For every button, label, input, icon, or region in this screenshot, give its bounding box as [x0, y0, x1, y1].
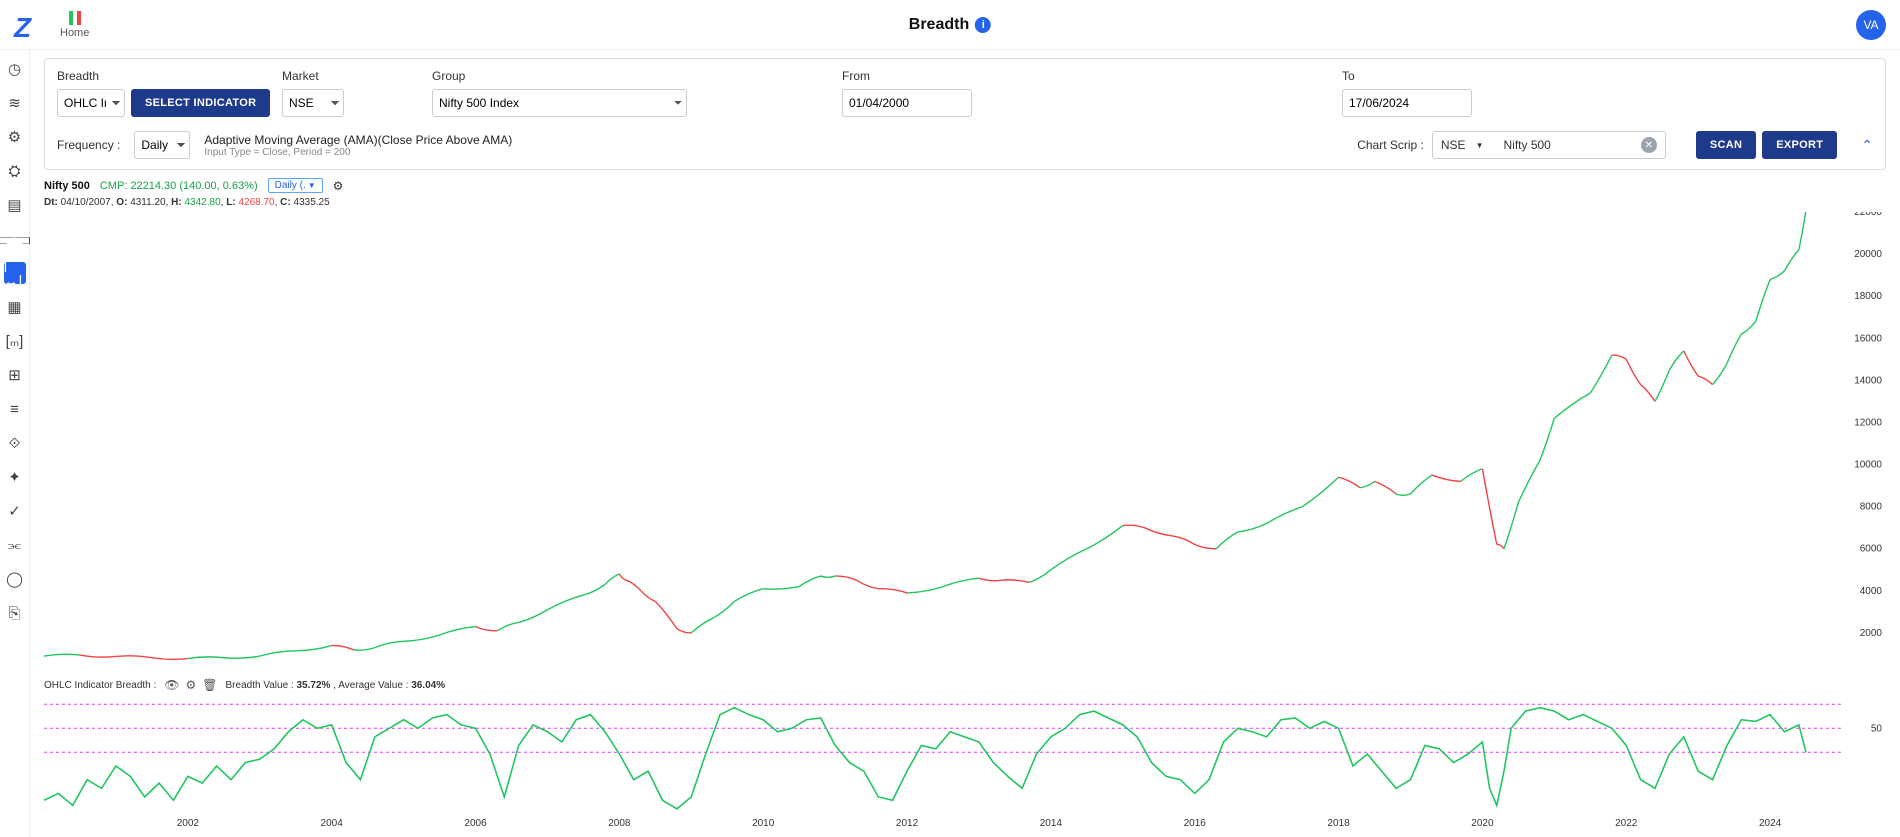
chart-area: Nifty 500 CMP: 22214.30 (140.00, 0.63%) …	[44, 176, 1886, 837]
info-icon[interactable]: i	[975, 17, 991, 33]
group-select[interactable]: Nifty 500 Index	[432, 89, 687, 117]
market-select[interactable]: NSE	[282, 89, 344, 117]
breadth-label: OHLC Indicator Breadth :	[44, 680, 156, 691]
chart-cmp: CMP: 22214.30 (140.00, 0.63%)	[100, 180, 258, 192]
x-tick: 2022	[1615, 818, 1637, 829]
svg-text:4000: 4000	[1860, 586, 1883, 597]
home-nav[interactable]: Home	[60, 11, 89, 39]
ohlc-readout: Dt: 04/10/2007, O: 4311.20, H: 4342.80, …	[44, 195, 1886, 212]
x-tick: 2014	[1040, 818, 1062, 829]
scrip-name: Nifty 500	[1504, 138, 1551, 152]
x-tick: 2002	[177, 818, 199, 829]
app-logo: Z	[14, 12, 40, 38]
chart-title: Nifty 500	[44, 180, 90, 192]
svg-text:8000: 8000	[1860, 502, 1883, 513]
avatar[interactable]: VA	[1856, 10, 1886, 40]
chart-scrip-input[interactable]: NSE ▼ Nifty 500 ✕	[1432, 131, 1666, 159]
sb-mbracket-icon[interactable]: [ₘ]	[4, 330, 26, 352]
chevron-down-icon: ▼	[1476, 141, 1484, 150]
freq-pill[interactable]: Daily (.▼	[268, 178, 323, 193]
breadth-chart-header: OHLC Indicator Breadth : 👁 ⚙ 🗑 Breadth V…	[44, 676, 1886, 694]
x-axis: 2002 2004 2006 2008 2010 2012 2014 2016 2018 2020…	[44, 814, 1886, 837]
svg-text:20000: 20000	[1854, 249, 1882, 260]
x-tick: 2024	[1759, 818, 1781, 829]
trash-icon[interactable]: 🗑	[202, 678, 217, 692]
sb-page-icon[interactable]: ⎘	[4, 602, 26, 624]
price-chart-header: Nifty 500 CMP: 22214.30 (140.00, 0.63%) …	[44, 176, 1886, 195]
sb-clipboard-icon[interactable]: ▤	[4, 194, 26, 216]
sb-clock-icon[interactable]: ◷	[4, 58, 26, 80]
gear-icon[interactable]: ⚙	[186, 678, 197, 692]
svg-text:2000: 2000	[1860, 628, 1883, 639]
svg-text:16000: 16000	[1854, 333, 1882, 344]
x-tick: 2010	[752, 818, 774, 829]
x-tick: 2020	[1471, 818, 1493, 829]
label-market: Market	[282, 69, 432, 83]
chart-settings-icon[interactable]: ⚙	[333, 179, 344, 193]
x-tick: 2016	[1184, 818, 1206, 829]
svg-text:12000: 12000	[1854, 417, 1882, 428]
ama-title: Adaptive Moving Average (AMA)(Close Pric…	[204, 133, 512, 147]
filter-row-2: Frequency : Daily Adaptive Moving Averag…	[45, 123, 1885, 169]
x-tick: 2012	[896, 818, 918, 829]
breadth-select[interactable]: OHLC Indic	[57, 89, 125, 117]
scrip-market: NSE	[1441, 138, 1466, 152]
collapse-filters-icon[interactable]: ⌃	[1861, 137, 1873, 154]
sb-stack-icon[interactable]: ≡	[4, 398, 26, 420]
sidebar: ◷ ≋ ⚙ ⛭ ▤ ⫍⫎ |↔| ▦ [ₘ] ⊞ ≡ ⟐ ✦ ✓ ⫘ ◯ ⎘	[0, 50, 30, 837]
label-from: From	[842, 69, 1342, 83]
scan-button[interactable]: SCAN	[1696, 131, 1756, 159]
svg-text:6000: 6000	[1860, 544, 1883, 555]
frequency-select[interactable]: Daily	[134, 131, 190, 159]
label-breadth: Breadth	[57, 69, 282, 83]
main-area: Breadth OHLC Indic SELECT INDICATOR Mark…	[30, 50, 1900, 837]
eye-icon[interactable]: 👁	[164, 678, 179, 692]
breadth-values: Breadth Value : 35.72% , Average Value :…	[226, 680, 446, 691]
sb-check-icon[interactable]: ✓	[4, 500, 26, 522]
sb-chart-icon[interactable]: ≋	[4, 92, 26, 114]
to-date-input[interactable]	[1342, 89, 1472, 117]
price-chart[interactable]: 2000 4000 6000 8000 10000 12000 14000 16000 1800…	[44, 212, 1886, 676]
svg-text:50: 50	[1871, 723, 1883, 734]
sb-table-icon[interactable]: ▦	[4, 296, 26, 318]
sb-breadth-icon[interactable]: |↔|	[4, 262, 26, 284]
clear-scrip-icon[interactable]: ✕	[1641, 137, 1657, 153]
svg-text:18000: 18000	[1854, 291, 1882, 302]
label-to: To	[1342, 69, 1873, 83]
ama-descriptor: Adaptive Moving Average (AMA)(Close Pric…	[204, 133, 512, 158]
sb-gear-icon[interactable]: ⚙	[4, 126, 26, 148]
topbar: Z Home Breadth i VA	[0, 0, 1900, 50]
page-title-text: Breadth	[909, 16, 969, 34]
breadth-chart[interactable]: 50	[44, 694, 1886, 814]
x-tick: 2006	[464, 818, 486, 829]
filter-row-1: Breadth OHLC Indic SELECT INDICATOR Mark…	[45, 59, 1885, 123]
sb-circle-icon[interactable]: ◯	[4, 568, 26, 590]
sb-grid-icon[interactable]: ⊞	[4, 364, 26, 386]
select-indicator-button[interactable]: SELECT INDICATOR	[131, 89, 270, 117]
sb-barchart-icon[interactable]: ⫍⫎	[4, 228, 26, 250]
from-date-input[interactable]	[842, 89, 972, 117]
sb-star-icon[interactable]: ✦	[4, 466, 26, 488]
sb-sparkle-icon[interactable]: ⟐	[4, 432, 26, 454]
svg-text:10000: 10000	[1854, 460, 1882, 471]
sb-gear2-icon[interactable]: ⛭	[4, 160, 26, 182]
candlestick-icon	[63, 11, 87, 25]
x-tick: 2018	[1327, 818, 1349, 829]
svg-text:22000: 22000	[1854, 212, 1882, 218]
label-group: Group	[432, 69, 842, 83]
svg-text:14000: 14000	[1854, 375, 1882, 386]
filter-card: Breadth OHLC Indic SELECT INDICATOR Mark…	[44, 58, 1886, 170]
home-label: Home	[60, 27, 89, 39]
export-button[interactable]: EXPORT	[1762, 131, 1837, 159]
sb-minichart-icon[interactable]: ⫘	[4, 534, 26, 556]
page-title: Breadth i	[909, 16, 991, 34]
x-tick: 2008	[608, 818, 630, 829]
ama-subtitle: Input Type = Close, Period = 200	[204, 147, 512, 158]
label-chart-scrip: Chart Scrip :	[1357, 138, 1424, 152]
label-frequency: Frequency :	[57, 138, 120, 152]
x-tick: 2004	[321, 818, 343, 829]
